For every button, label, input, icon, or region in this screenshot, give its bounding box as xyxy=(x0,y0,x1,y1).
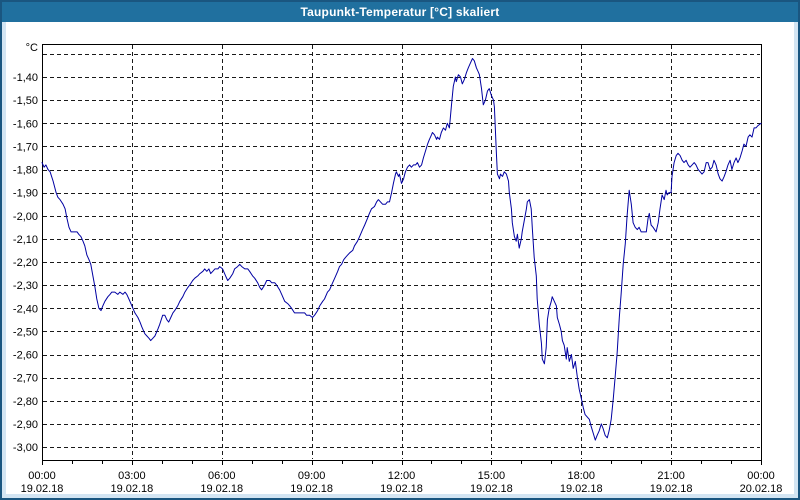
y-tick-label: -2,60 xyxy=(13,350,38,362)
y-axis-unit-label: °C xyxy=(26,42,38,54)
x-tick-time-label: 00:00 xyxy=(747,470,775,482)
y-tick-label: -2,40 xyxy=(13,303,38,315)
x-tick-time-label: 06:00 xyxy=(208,470,236,482)
y-tick-label: -3,00 xyxy=(13,442,38,454)
chart-title: Taupunkt-Temperatur [°C] skaliert xyxy=(300,5,500,19)
x-tick-date-label: 19.02.18 xyxy=(650,483,693,495)
x-tick-date-label: 19.02.18 xyxy=(470,483,513,495)
x-tick-date-label: 19.02.18 xyxy=(290,483,333,495)
y-tick-label: -2,80 xyxy=(13,396,38,408)
chart-title-bar: Taupunkt-Temperatur [°C] skaliert xyxy=(2,2,798,22)
y-tick-label: -2,10 xyxy=(13,234,38,246)
y-tick-label: -2,90 xyxy=(13,419,38,431)
y-tick-label: -2,70 xyxy=(13,373,38,385)
chart-background xyxy=(0,22,800,500)
y-tick-label: -2,30 xyxy=(13,280,38,292)
y-tick-label: -1,90 xyxy=(13,188,38,200)
x-tick-date-label: 19.02.18 xyxy=(21,483,64,495)
plot-border xyxy=(42,44,762,461)
x-tick-time-label: 03:00 xyxy=(118,470,146,482)
x-tick-date-label: 19.02.18 xyxy=(200,483,243,495)
y-tick-label: -1,40 xyxy=(13,72,38,84)
x-tick-time-label: 18:00 xyxy=(567,470,595,482)
x-tick-date-label: 19.02.18 xyxy=(380,483,423,495)
x-tick-time-label: 21:00 xyxy=(657,470,685,482)
x-tick-date-label: 19.02.18 xyxy=(560,483,603,495)
series-line xyxy=(41,58,762,441)
y-tick-label: -2,00 xyxy=(13,211,38,223)
x-tick-time-label: 15:00 xyxy=(478,470,506,482)
y-tick-label: -1,60 xyxy=(13,118,38,130)
x-tick-time-label: 09:00 xyxy=(298,470,326,482)
y-tick-label: -1,50 xyxy=(13,95,38,107)
y-tick-label: -1,80 xyxy=(13,165,38,177)
x-tick-time-label: 12:00 xyxy=(388,470,416,482)
x-tick-date-label: 19.02.18 xyxy=(110,483,153,495)
y-tick-label: -2,50 xyxy=(13,326,38,338)
y-tick-label: -1,70 xyxy=(13,141,38,153)
x-tick-date-label: 20.02.18 xyxy=(740,483,783,495)
x-tick-time-label: 00:00 xyxy=(28,470,56,482)
y-tick-label: -2,20 xyxy=(13,257,38,269)
